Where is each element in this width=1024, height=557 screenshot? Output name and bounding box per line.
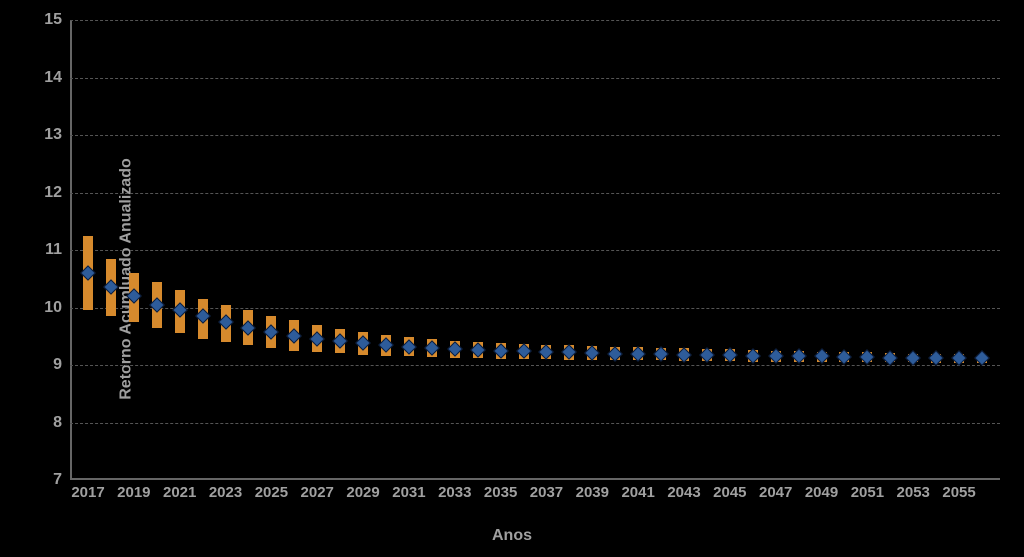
x-tick-label: 2019: [117, 484, 150, 501]
plot-area: 7891011121314152017201920212023202520272…: [70, 20, 1000, 480]
point-marker: [951, 350, 967, 366]
x-tick-label: 2043: [667, 484, 700, 501]
x-tick-label: 2035: [484, 484, 517, 501]
x-tick-label: 2055: [942, 484, 975, 501]
y-tick-label: 10: [44, 299, 62, 317]
x-tick-label: 2033: [438, 484, 471, 501]
y-tick-label: 11: [45, 241, 62, 259]
x-tick-label: 2031: [392, 484, 425, 501]
x-tick-label: 2053: [897, 484, 930, 501]
x-tick-label: 2029: [346, 484, 379, 501]
x-tick-label: 2025: [255, 484, 288, 501]
gridline: [70, 78, 1000, 79]
gridline: [70, 20, 1000, 21]
x-tick-label: 2045: [713, 484, 746, 501]
x-tick-label: 2017: [71, 484, 104, 501]
x-tick-label: 2037: [530, 484, 563, 501]
y-tick-label: 13: [44, 126, 62, 144]
x-tick-label: 2027: [301, 484, 334, 501]
point-marker: [905, 350, 921, 366]
y-tick-label: 8: [53, 414, 62, 432]
x-tick-label: 2039: [576, 484, 609, 501]
x-tick-label: 2023: [209, 484, 242, 501]
gridline: [70, 423, 1000, 424]
gridline: [70, 250, 1000, 251]
y-tick-label: 9: [53, 356, 62, 374]
y-tick-label: 7: [53, 471, 62, 489]
x-tick-label: 2041: [621, 484, 654, 501]
y-tick-label: 15: [44, 11, 62, 29]
gridline: [70, 135, 1000, 136]
x-tick-label: 2021: [163, 484, 196, 501]
gridline: [70, 308, 1000, 309]
gridline: [70, 193, 1000, 194]
point-marker: [974, 350, 990, 366]
y-tick-label: 14: [44, 69, 62, 87]
gridline: [70, 365, 1000, 366]
x-axis: [70, 478, 1000, 480]
x-axis-label: Anos: [0, 527, 1024, 545]
x-tick-label: 2047: [759, 484, 792, 501]
x-tick-label: 2051: [851, 484, 884, 501]
x-tick-label: 2049: [805, 484, 838, 501]
chart-container: Retorno Acumluado Anualizado Anos 789101…: [0, 0, 1024, 557]
y-tick-label: 12: [44, 184, 62, 202]
